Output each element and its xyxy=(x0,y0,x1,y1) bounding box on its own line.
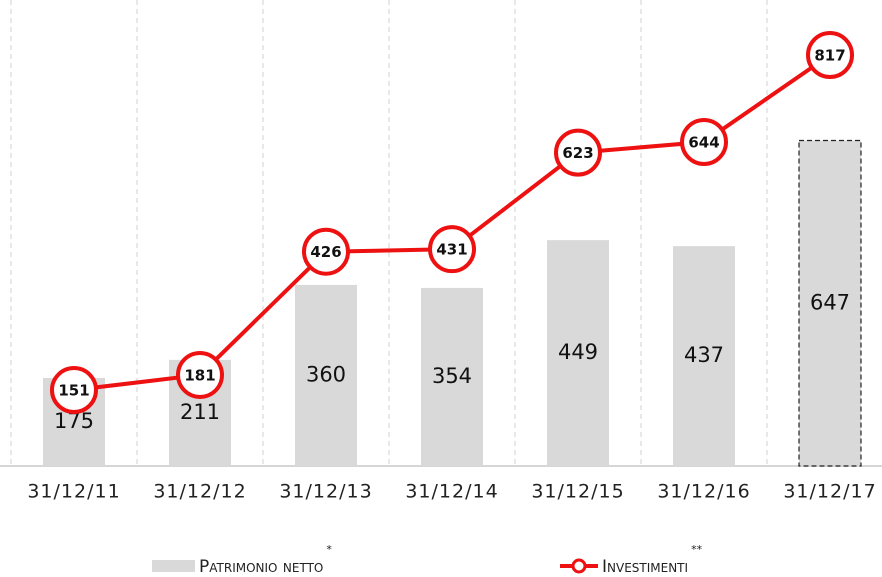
legend-swatch xyxy=(571,558,587,574)
bar-label: 211 xyxy=(180,400,220,424)
x-tick-label: 31/12/15 xyxy=(531,481,624,503)
line-marker xyxy=(554,128,602,177)
line-marker xyxy=(428,225,476,274)
x-tick-label: 31/12/11 xyxy=(27,481,120,503)
line-label: 151 xyxy=(58,382,89,400)
x-tick-label: 31/12/16 xyxy=(657,481,750,503)
bar xyxy=(547,240,609,466)
legend-note: * xyxy=(326,543,332,556)
line-marker xyxy=(50,366,98,415)
bar-label: 354 xyxy=(432,364,472,388)
line-marker xyxy=(806,31,854,79)
line-label: 181 xyxy=(184,366,215,384)
line-label: 623 xyxy=(562,144,593,162)
line-marker xyxy=(176,350,224,399)
line-marker xyxy=(302,227,350,276)
x-tick-label: 31/12/14 xyxy=(405,481,498,503)
bar xyxy=(421,287,483,466)
legend-label: Investimenti xyxy=(602,557,688,577)
line-label: 644 xyxy=(688,134,719,152)
line-label: 426 xyxy=(310,243,341,261)
legend-note: ** xyxy=(691,543,703,556)
x-tick-label: 31/12/17 xyxy=(783,481,876,503)
legend-label: Patrimonio netto xyxy=(199,557,323,577)
x-tick-label: 31/12/12 xyxy=(153,481,246,503)
x-tick-label: 31/12/13 xyxy=(279,481,372,503)
bar xyxy=(295,284,357,466)
bar xyxy=(673,246,735,466)
bar-label: 360 xyxy=(306,362,346,386)
line-label: 431 xyxy=(436,241,467,259)
bar-label: 449 xyxy=(558,340,598,364)
line-label: 817 xyxy=(814,47,845,65)
line-marker xyxy=(680,118,728,167)
bar xyxy=(798,139,862,467)
bar-label: 647 xyxy=(810,290,850,314)
bar-label: 437 xyxy=(684,343,724,367)
legend-swatch xyxy=(152,560,195,572)
